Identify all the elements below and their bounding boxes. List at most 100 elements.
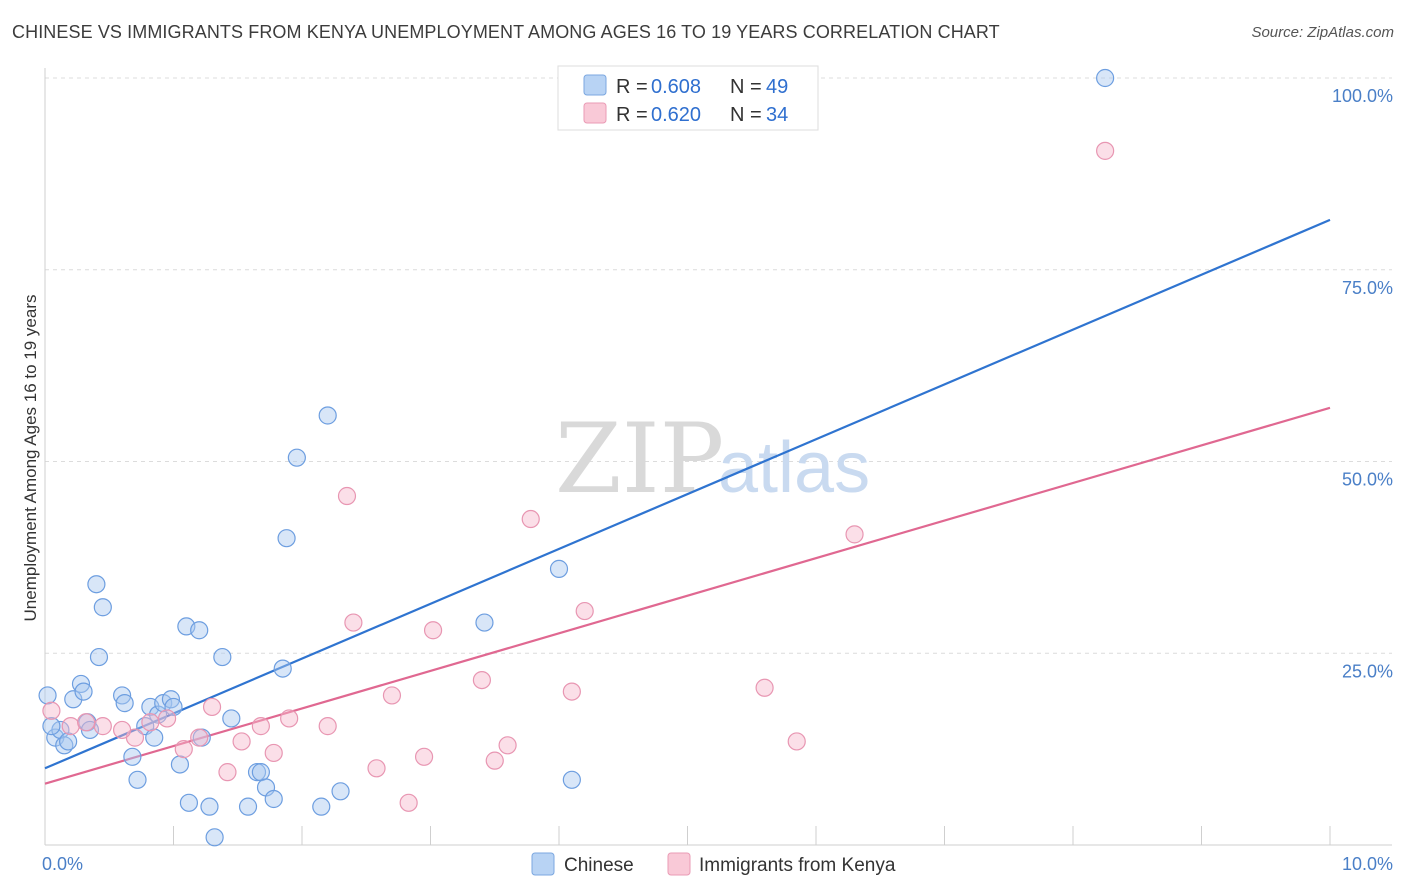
legend-n-label-chinese: N = bbox=[730, 76, 762, 98]
kenya-point-0 bbox=[42, 701, 61, 720]
chinese-point-24 bbox=[170, 755, 190, 774]
kenya-point-16 bbox=[337, 486, 357, 506]
x-tick-label-0: 0.0% bbox=[42, 854, 83, 874]
chinese-series-label: Chinese bbox=[564, 855, 634, 876]
chinese-point-29 bbox=[200, 797, 219, 816]
chinese-point-5 bbox=[64, 690, 83, 709]
chinese-point-40 bbox=[287, 448, 306, 467]
kenya-trend-line bbox=[44, 406, 1331, 785]
kenya-series-swatch bbox=[667, 852, 691, 876]
chart-title: CHINESE VS IMMIGRANTS FROM KENYA UNEMPLO… bbox=[12, 22, 1000, 42]
chinese-point-31 bbox=[213, 647, 232, 667]
chinese-point-23 bbox=[164, 697, 183, 717]
x-tick-labels: 0.0% 10.0% bbox=[42, 854, 1393, 874]
chinese-point-38 bbox=[273, 659, 292, 678]
kenya-legend-swatch bbox=[583, 102, 607, 124]
chinese-point-41 bbox=[312, 797, 331, 816]
kenya-point-26 bbox=[521, 509, 540, 529]
kenya-point-11 bbox=[232, 732, 251, 751]
series-legend: Chinese Immigrants from Kenya bbox=[531, 852, 896, 876]
chinese-point-30 bbox=[205, 828, 224, 847]
correlation-legend: R = 0.608 N = 49 R = 0.620 N = 34 bbox=[557, 65, 819, 131]
y-tick-label-1: 50.0% bbox=[1342, 470, 1393, 490]
kenya-point-14 bbox=[280, 709, 299, 728]
watermark-zip: ZIP bbox=[555, 403, 724, 515]
kenya-point-20 bbox=[399, 793, 418, 812]
kenya-point-27 bbox=[562, 682, 581, 701]
trend-lines bbox=[44, 218, 1331, 785]
chinese-point-47 bbox=[1096, 68, 1115, 88]
kenya-point-25 bbox=[498, 736, 517, 755]
kenya-point-13 bbox=[264, 743, 283, 763]
chinese-point-15 bbox=[123, 747, 142, 766]
chinese-point-43 bbox=[331, 782, 350, 801]
chinese-point-37 bbox=[264, 789, 283, 809]
kenya-point-30 bbox=[787, 732, 806, 751]
chinese-point-44 bbox=[475, 613, 494, 632]
legend-n-label-kenya: N = bbox=[730, 104, 762, 126]
y-tick-label-0: 25.0% bbox=[1342, 661, 1393, 681]
legend-n-value-chinese: 49 bbox=[766, 76, 788, 98]
kenya-point-23 bbox=[472, 670, 491, 690]
kenya-point-24 bbox=[485, 751, 504, 770]
kenya-point-12 bbox=[251, 717, 270, 736]
kenya-point-6 bbox=[157, 709, 177, 728]
kenya-point-19 bbox=[382, 686, 402, 705]
kenya-point-22 bbox=[423, 621, 443, 640]
kenya-point-10 bbox=[218, 763, 237, 782]
chinese-point-12 bbox=[93, 598, 112, 617]
kenya-series-label: Immigrants from Kenya bbox=[699, 855, 896, 876]
chinese-point-42 bbox=[318, 406, 337, 425]
chinese-legend-swatch bbox=[583, 74, 607, 96]
chinese-point-32 bbox=[222, 709, 241, 728]
source-credit: Source: ZipAtlas.com bbox=[1251, 24, 1394, 41]
kenya-point-7 bbox=[174, 740, 193, 759]
kenya-point-18 bbox=[367, 759, 386, 778]
kenya-point-3 bbox=[93, 717, 112, 736]
chinese-point-27 bbox=[190, 621, 209, 640]
chinese-point-0 bbox=[38, 686, 57, 705]
chinese-point-45 bbox=[549, 559, 569, 578]
kenya-point-8 bbox=[190, 728, 209, 747]
watermark: ZIP atlas bbox=[555, 403, 870, 515]
kenya-point-33 bbox=[112, 720, 132, 740]
chinese-point-33 bbox=[238, 797, 258, 816]
x-tick-label-1: 10.0% bbox=[1342, 854, 1393, 874]
chinese-point-14 bbox=[115, 694, 134, 713]
chinese-point-34 bbox=[247, 763, 267, 782]
chinese-point-4 bbox=[59, 732, 78, 751]
chinese-points bbox=[38, 68, 1115, 847]
kenya-point-17 bbox=[344, 613, 363, 632]
kenya-point-1 bbox=[61, 717, 80, 736]
chinese-point-7 bbox=[74, 682, 93, 701]
kenya-point-28 bbox=[575, 601, 594, 621]
kenya-point-32 bbox=[1096, 141, 1115, 160]
chinese-point-10 bbox=[87, 575, 106, 594]
chinese-point-11 bbox=[89, 647, 109, 667]
chinese-point-19 bbox=[145, 728, 164, 747]
kenya-point-15 bbox=[318, 717, 337, 736]
legend-n-value-kenya: 34 bbox=[766, 104, 788, 126]
kenya-point-5 bbox=[141, 713, 160, 732]
axes bbox=[44, 68, 1392, 846]
chinese-point-20 bbox=[148, 705, 168, 724]
legend-r-value-chinese: 0.608 bbox=[651, 76, 701, 98]
y-axis-label: Unemployment Among Ages 16 to 19 years bbox=[21, 295, 40, 622]
watermark-atlas: atlas bbox=[718, 428, 870, 508]
chinese-point-46 bbox=[562, 770, 581, 789]
kenya-point-2 bbox=[77, 713, 96, 732]
kenya-point-31 bbox=[845, 525, 864, 544]
chinese-series-swatch bbox=[531, 852, 555, 876]
chinese-point-35 bbox=[251, 763, 270, 782]
gridlines bbox=[45, 77, 1392, 654]
y-tick-labels: 25.0% 50.0% 75.0% 100.0% bbox=[1332, 86, 1393, 681]
chinese-point-16 bbox=[128, 770, 147, 789]
legend-r-value-kenya: 0.620 bbox=[651, 104, 701, 126]
kenya-points bbox=[42, 141, 1115, 812]
chinese-point-39 bbox=[277, 529, 296, 548]
chinese-trend-line bbox=[44, 218, 1331, 770]
y-tick-label-2: 75.0% bbox=[1342, 278, 1393, 298]
kenya-point-29 bbox=[755, 678, 774, 697]
chinese-point-48 bbox=[42, 717, 61, 736]
